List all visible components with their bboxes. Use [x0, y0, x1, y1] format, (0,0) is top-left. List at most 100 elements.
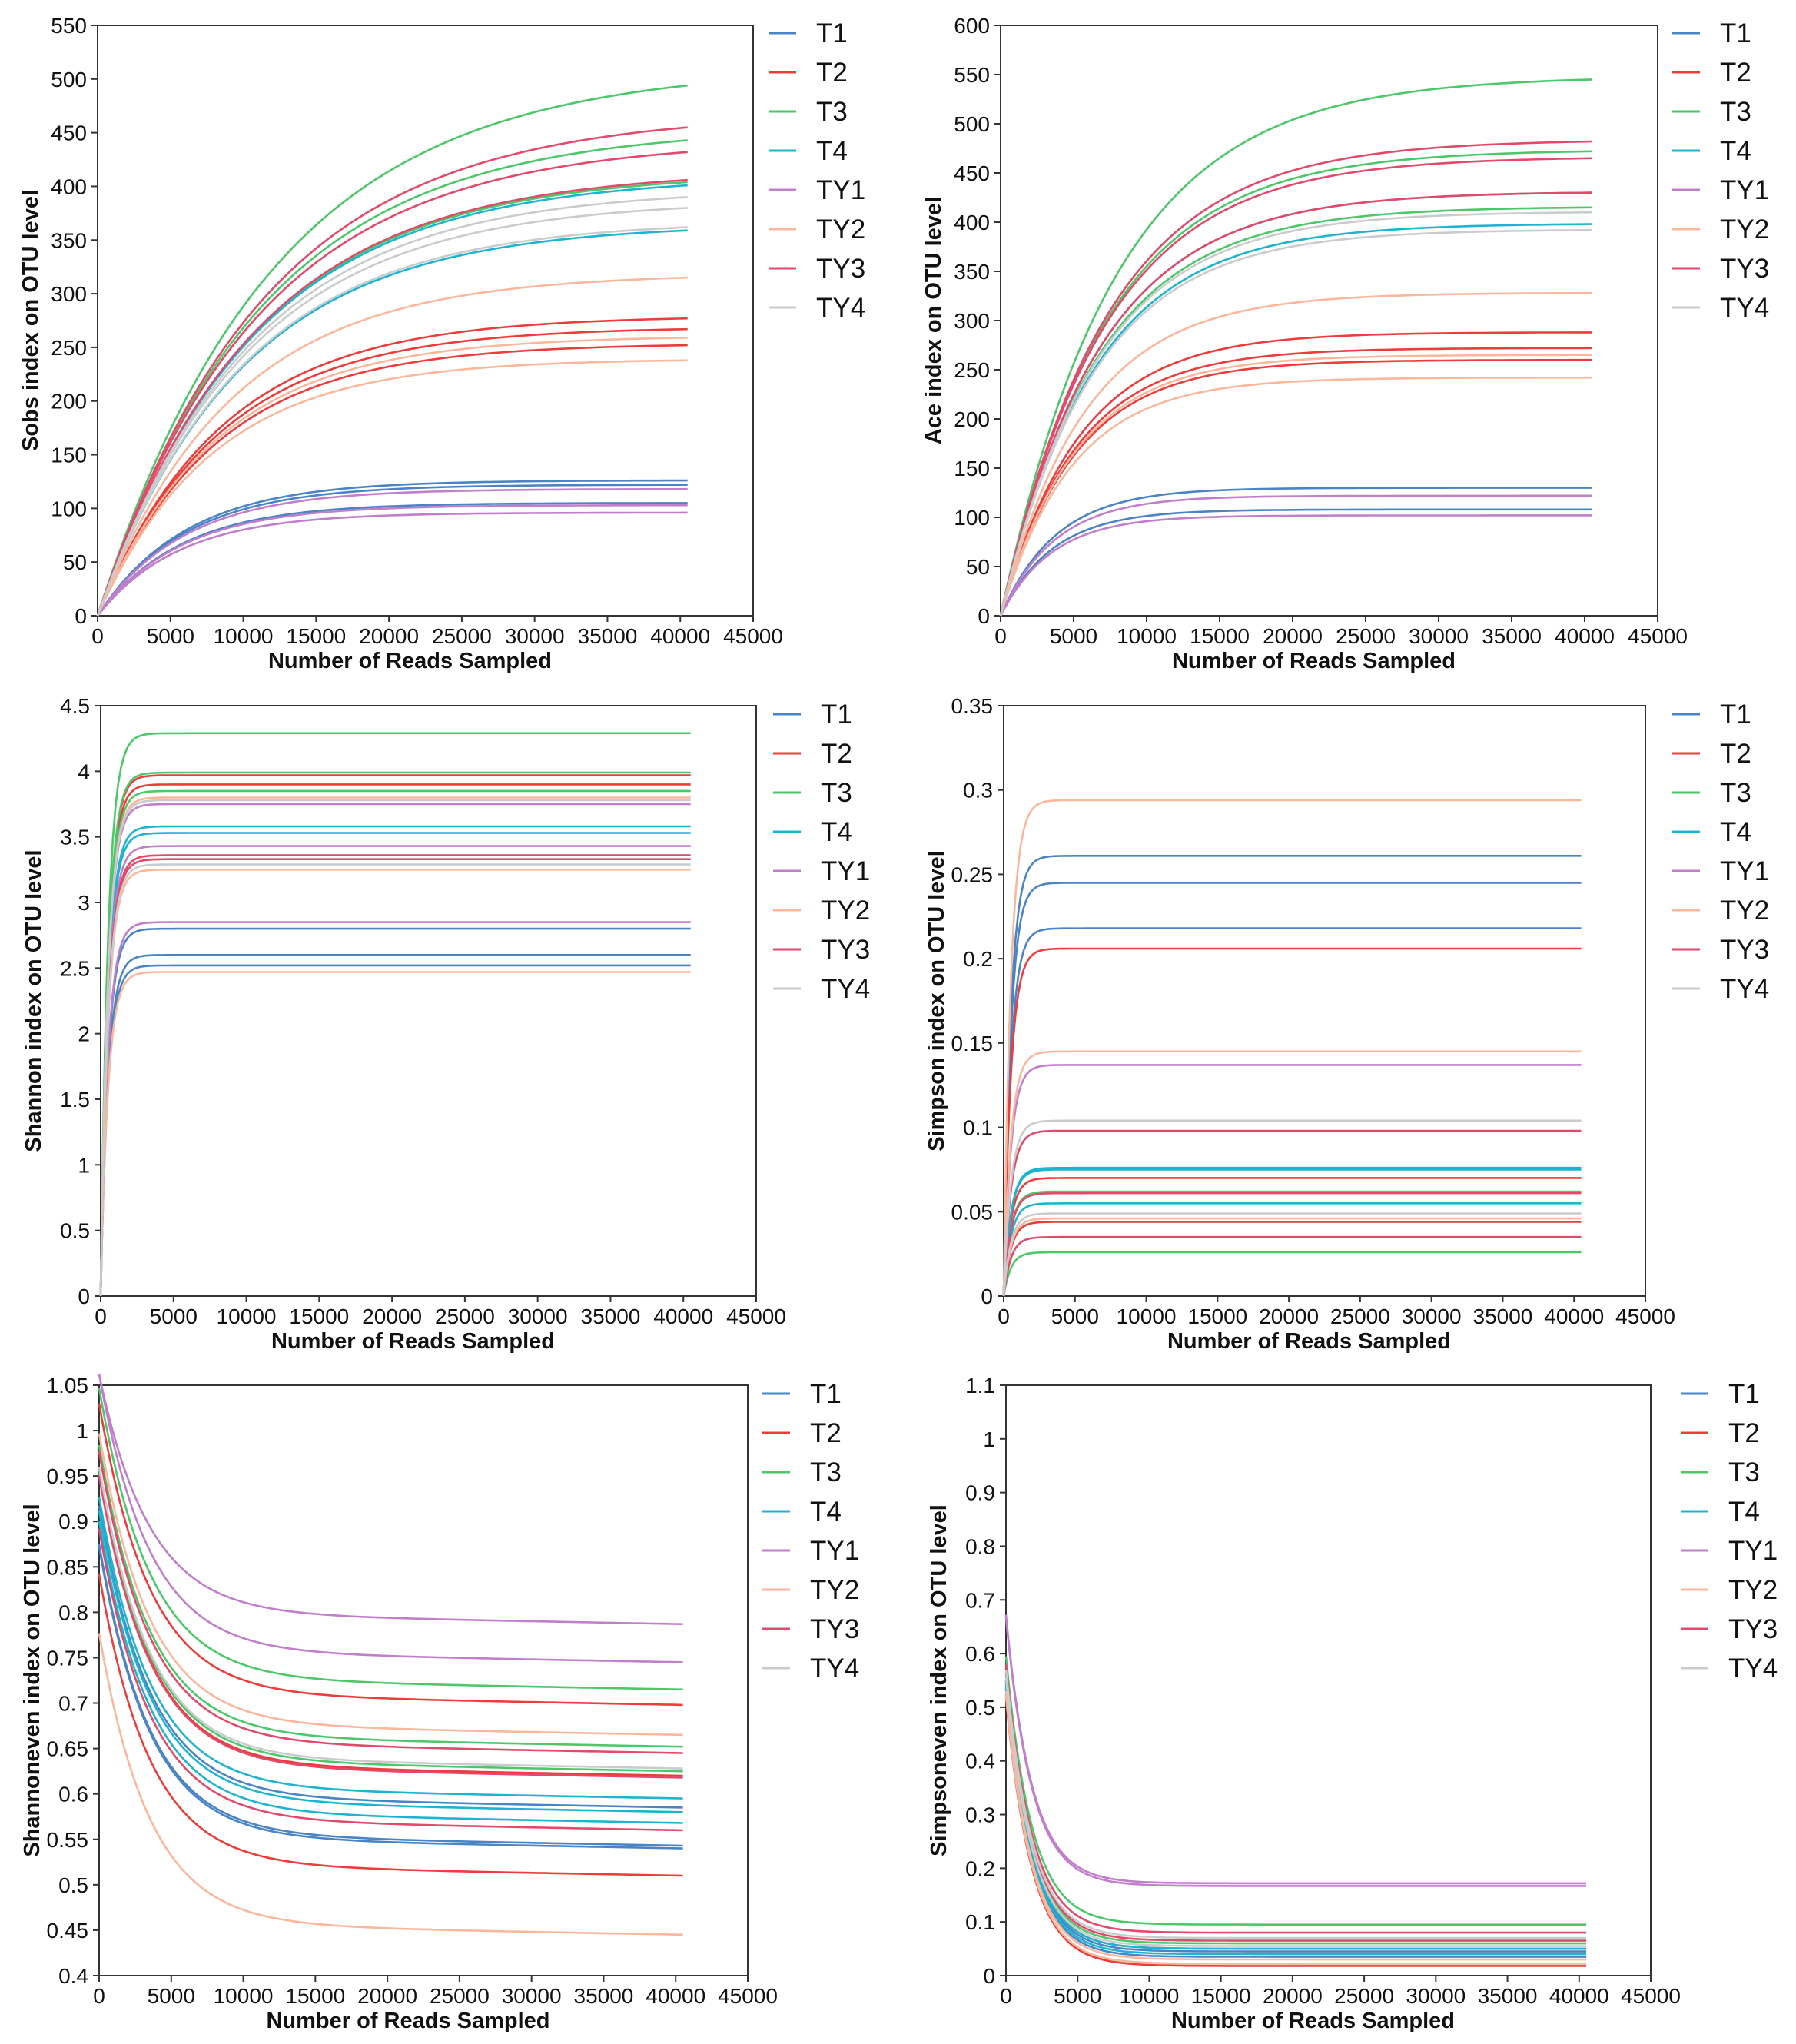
series-line-t1 — [1002, 927, 1582, 1297]
y-axis-title: Simpsoneven index on OTU level — [927, 1504, 951, 1856]
x-tick-label: 15000 — [1187, 1305, 1247, 1328]
x-tick-label: 5000 — [148, 1984, 195, 2008]
x-tick-label: 0 — [1000, 1984, 1012, 2008]
legend-label-t1: T1 — [821, 700, 852, 730]
y-tick-label: 400 — [51, 174, 87, 198]
legend-label-t3: T3 — [816, 97, 848, 127]
series-line-ty1 — [999, 494, 1592, 617]
x-tick-label: 15000 — [289, 1305, 349, 1328]
x-tick-label: 25000 — [1334, 1984, 1394, 2008]
y-tick-label: 0 — [978, 604, 990, 628]
x-tick-label: 15000 — [1190, 624, 1250, 648]
series-line-t4 — [1002, 1166, 1582, 1297]
series-line-ty3 — [99, 854, 691, 1297]
y-axis-title: Sobs index on OTU level — [18, 190, 43, 451]
x-tick-label: 40000 — [1549, 1984, 1609, 2008]
series-line-t4 — [99, 825, 691, 1297]
series-line-t2 — [1002, 947, 1582, 1297]
series-line-t1 — [1004, 1688, 1587, 1958]
series-line-ty1 — [99, 845, 691, 1297]
series-line-t1 — [1002, 882, 1582, 1297]
x-axis-title: Number of Reads Sampled — [268, 649, 552, 673]
y-tick-label: 0 — [75, 604, 87, 628]
legend-label-ty2: TY2 — [1720, 896, 1769, 926]
y-tick-label: 0.6 — [965, 1642, 995, 1666]
series-line-ty4 — [1002, 1212, 1582, 1297]
y-tick-label: 0.3 — [963, 779, 993, 803]
x-tick-label: 30000 — [502, 1984, 562, 2008]
legend-label-t2: T2 — [1720, 739, 1751, 769]
series-line-t4 — [1004, 1685, 1587, 1956]
plot-frame — [1005, 1384, 1652, 1976]
y-tick-label: 0.65 — [47, 1737, 89, 1761]
y-tick-label: 0.1 — [965, 1910, 995, 1934]
series-line-t2 — [99, 774, 691, 1297]
x-tick-label: 40000 — [1555, 624, 1615, 648]
legend-label-ty1: TY1 — [1720, 856, 1769, 886]
series-line-t3 — [99, 789, 691, 1297]
series-line-ty2 — [1002, 799, 1582, 1297]
legend-label-ty3: TY3 — [1720, 935, 1769, 965]
y-tick-label: 100 — [51, 497, 87, 520]
chart-panel-3: 0 0.5 1 1.5 2 2.5 3 3.5 4 4.5 0 5000 10000 15000 20000… — [22, 694, 870, 1354]
series-line-t3 — [98, 1444, 683, 1748]
series-line-t2 — [99, 783, 691, 1297]
y-tick-label: 1.1 — [965, 1374, 995, 1398]
legend-label-t4: T4 — [1728, 1497, 1760, 1527]
series-line-ty2 — [1002, 1217, 1582, 1297]
x-tick-label: 10000 — [1120, 1984, 1180, 2008]
x-tick-label: 35000 — [1473, 1305, 1533, 1328]
series-line-ty4 — [999, 211, 1592, 617]
y-tick-label: 0.3 — [965, 1803, 995, 1827]
y-tick-label: 150 — [954, 457, 990, 480]
x-tick-label: 35000 — [1482, 624, 1542, 648]
series-line-ty1 — [1004, 1617, 1587, 1887]
x-tick-label: 20000 — [357, 1984, 417, 2008]
legend-label-ty3: TY3 — [816, 254, 865, 284]
legend-label-t3: T3 — [821, 778, 852, 808]
y-axis-title: Ace index on OTU level — [921, 197, 946, 444]
series-line-ty2 — [99, 796, 691, 1297]
legend-label-ty4: TY4 — [1720, 974, 1769, 1004]
x-tick-label: 30000 — [505, 624, 565, 648]
series-line-ty2 — [99, 971, 691, 1297]
y-tick-label: 0.6 — [58, 1783, 88, 1806]
series-line-t4 — [98, 1497, 683, 1800]
series-line-t3 — [999, 206, 1592, 617]
series-line-t2 — [98, 1403, 683, 1707]
x-tick-label: 0 — [994, 624, 1007, 648]
y-tick-label: 250 — [51, 336, 87, 360]
y-tick-label: 400 — [954, 211, 990, 234]
x-tick-label: 20000 — [1263, 624, 1323, 648]
legend-label-t4: T4 — [1720, 136, 1751, 166]
x-tick-label: 0 — [998, 1305, 1010, 1328]
series-line-ty2 — [98, 1433, 683, 1737]
x-tick-label: 15000 — [1191, 1984, 1251, 2008]
x-axis-title: Number of Reads Sampled — [1167, 1329, 1451, 1354]
y-tick-label: 0.55 — [47, 1828, 89, 1852]
series-line-t4 — [999, 223, 1592, 617]
legend-label-t1: T1 — [1728, 1379, 1760, 1409]
series-line-ty2 — [96, 359, 688, 617]
legend-label-t1: T1 — [810, 1379, 842, 1409]
legend-label-t3: T3 — [1728, 1457, 1760, 1487]
x-tick-label: 10000 — [214, 1984, 274, 2008]
series-line-ty3 — [999, 157, 1592, 617]
y-tick-label: 0.8 — [58, 1600, 88, 1624]
x-tick-label: 45000 — [726, 1305, 786, 1328]
y-tick-label: 150 — [51, 444, 87, 467]
x-axis-title: Number of Reads Sampled — [1172, 649, 1456, 673]
chart-panel-4: 0 0.05 0.1 0.15 0.2 0.25 0.3 0.35 0 5000 10000 1500… — [925, 694, 1769, 1354]
y-tick-label: 450 — [954, 161, 990, 185]
x-tick-label: 30000 — [1406, 1984, 1466, 2008]
y-tick-label: 4.5 — [60, 694, 90, 718]
y-tick-label: 0 — [78, 1285, 90, 1308]
series-line-t3 — [1002, 1190, 1582, 1297]
x-axis-title: Number of Reads Sampled — [271, 1329, 555, 1354]
legend-label-ty4: TY4 — [1720, 293, 1769, 323]
x-tick-label: 35000 — [574, 1984, 634, 2008]
y-tick-label: 0.7 — [58, 1692, 88, 1716]
series-line-t2 — [999, 347, 1592, 617]
series-line-t4 — [98, 1510, 683, 1813]
series-line-ty3 — [99, 858, 691, 1297]
